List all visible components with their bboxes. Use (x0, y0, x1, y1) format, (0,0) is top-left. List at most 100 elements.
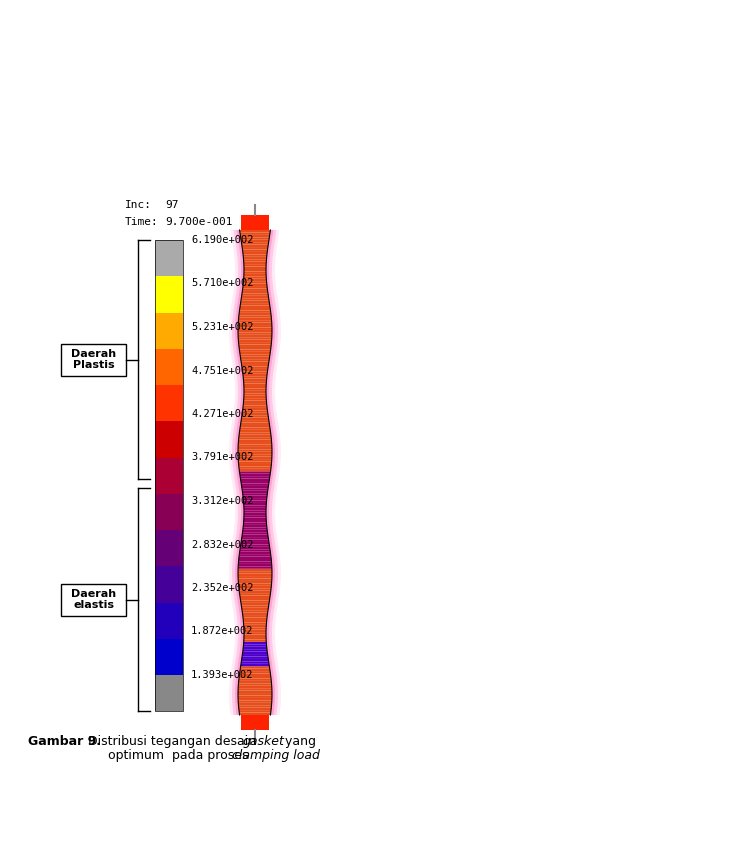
Polygon shape (232, 660, 242, 661)
Polygon shape (272, 329, 281, 330)
Polygon shape (235, 601, 241, 603)
Polygon shape (266, 514, 272, 515)
Polygon shape (234, 255, 243, 256)
Polygon shape (244, 508, 266, 510)
Polygon shape (268, 293, 274, 295)
Polygon shape (240, 232, 270, 235)
Polygon shape (266, 515, 269, 517)
Polygon shape (242, 611, 268, 612)
Polygon shape (267, 251, 270, 253)
Polygon shape (267, 647, 276, 648)
Polygon shape (271, 679, 280, 681)
Polygon shape (268, 416, 274, 418)
Polygon shape (232, 575, 238, 577)
Polygon shape (271, 710, 274, 712)
Polygon shape (267, 617, 273, 619)
Polygon shape (267, 648, 276, 650)
Polygon shape (240, 598, 270, 600)
Polygon shape (239, 251, 243, 253)
Polygon shape (235, 579, 238, 581)
Polygon shape (239, 471, 270, 474)
Polygon shape (268, 531, 270, 533)
Polygon shape (271, 462, 281, 464)
Polygon shape (239, 673, 270, 676)
Polygon shape (242, 369, 268, 372)
Polygon shape (272, 568, 278, 569)
Polygon shape (237, 524, 244, 525)
Polygon shape (269, 665, 273, 666)
Polygon shape (238, 452, 272, 454)
Polygon shape (267, 650, 270, 652)
Polygon shape (242, 538, 268, 539)
Polygon shape (241, 387, 244, 389)
Polygon shape (240, 547, 270, 550)
Polygon shape (266, 259, 276, 261)
Polygon shape (234, 611, 242, 613)
Polygon shape (272, 456, 275, 458)
Polygon shape (235, 443, 239, 444)
Polygon shape (267, 280, 273, 282)
Polygon shape (272, 447, 278, 449)
Polygon shape (235, 564, 238, 566)
Polygon shape (236, 674, 239, 676)
Polygon shape (234, 666, 241, 668)
Polygon shape (237, 478, 241, 480)
Polygon shape (233, 433, 239, 434)
Polygon shape (266, 626, 269, 628)
Polygon shape (233, 557, 239, 559)
Polygon shape (229, 574, 238, 575)
Polygon shape (272, 580, 275, 582)
Polygon shape (233, 584, 239, 586)
Polygon shape (232, 449, 238, 451)
Polygon shape (269, 300, 275, 301)
Polygon shape (269, 301, 273, 303)
Polygon shape (270, 433, 280, 434)
Polygon shape (232, 238, 241, 240)
Polygon shape (271, 441, 275, 443)
Polygon shape (267, 645, 273, 647)
Polygon shape (234, 253, 243, 255)
Polygon shape (237, 544, 241, 546)
Polygon shape (270, 475, 273, 476)
Polygon shape (235, 335, 238, 337)
Polygon shape (230, 678, 239, 679)
Polygon shape (239, 416, 242, 418)
Polygon shape (231, 592, 239, 593)
Polygon shape (232, 458, 238, 460)
Polygon shape (266, 387, 272, 389)
Polygon shape (231, 671, 240, 673)
Polygon shape (238, 459, 272, 462)
Polygon shape (267, 525, 270, 527)
Polygon shape (268, 246, 271, 248)
Polygon shape (266, 259, 273, 261)
Polygon shape (271, 345, 280, 347)
Polygon shape (240, 600, 270, 603)
Polygon shape (230, 433, 239, 434)
Polygon shape (270, 425, 279, 427)
Polygon shape (266, 634, 272, 636)
Polygon shape (268, 415, 277, 416)
Polygon shape (270, 353, 279, 355)
Polygon shape (243, 378, 267, 381)
Polygon shape (266, 641, 272, 642)
Polygon shape (232, 697, 238, 699)
Polygon shape (267, 528, 270, 530)
Polygon shape (272, 566, 278, 568)
Polygon shape (272, 575, 281, 577)
Polygon shape (271, 709, 280, 710)
Polygon shape (238, 632, 244, 634)
Polygon shape (271, 345, 274, 347)
Polygon shape (238, 483, 242, 485)
Polygon shape (232, 692, 238, 694)
Polygon shape (234, 494, 243, 496)
Polygon shape (272, 568, 281, 569)
Polygon shape (272, 445, 278, 447)
Polygon shape (268, 655, 271, 656)
Polygon shape (266, 514, 269, 515)
Polygon shape (266, 271, 275, 272)
Polygon shape (235, 240, 241, 242)
Polygon shape (266, 511, 272, 513)
Polygon shape (270, 304, 279, 306)
Polygon shape (234, 533, 242, 535)
Polygon shape (268, 535, 271, 537)
